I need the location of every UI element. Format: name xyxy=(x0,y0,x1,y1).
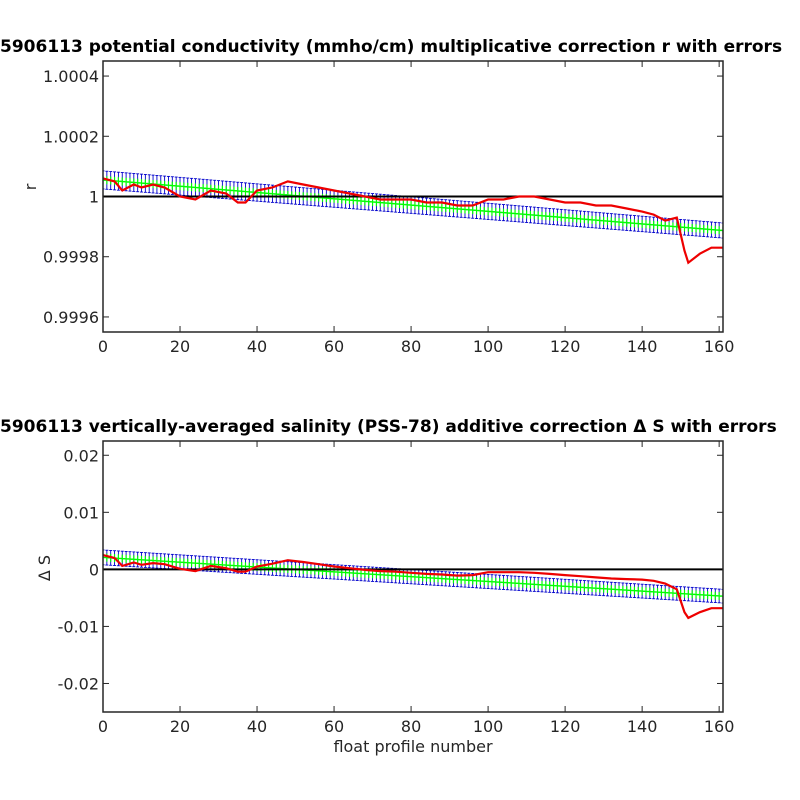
x-tick-label-bottom: 100 xyxy=(473,717,504,736)
plot-area-bottom: 0 20 40 60 80 100 120 140 160 -0.02 -0.01 0 0.01 0.02 xyxy=(58,441,735,736)
x-tick-label-top: 160 xyxy=(704,337,735,356)
y-tick-label-top: 0.9998 xyxy=(43,248,99,267)
chart-title-top: 5906113 potential conductivity (mmho/cm)… xyxy=(0,37,782,57)
x-tick-label-bottom: 20 xyxy=(170,717,190,736)
raw-correction-line xyxy=(103,177,723,265)
x-tick-label-bottom: 60 xyxy=(324,717,344,736)
y-tick-label-bottom: 0.01 xyxy=(63,503,99,522)
x-tick-label-top: 20 xyxy=(170,337,190,356)
y-tick-label-top: 1 xyxy=(89,188,99,207)
x-tick-label-bottom: 40 xyxy=(247,717,267,736)
raw-correction-line xyxy=(103,554,723,620)
x-tick-label-top: 40 xyxy=(247,337,267,356)
chart-title-bottom: 5906113 vertically-averaged salinity (PS… xyxy=(0,417,777,437)
x-tick-label-top: 60 xyxy=(324,337,344,356)
x-tick-label-bottom: 80 xyxy=(401,717,421,736)
y-axis-label-bottom: Δ S xyxy=(35,555,54,581)
x-tick-label-top: 100 xyxy=(473,337,504,356)
x-tick-label-top: 80 xyxy=(401,337,421,356)
x-tick-label-top: 0 xyxy=(98,337,108,356)
x-axis-label-bottom: float profile number xyxy=(333,737,493,756)
x-tick-label-bottom: 0 xyxy=(98,717,108,736)
y-tick-label-bottom: 0 xyxy=(89,560,99,579)
axes-box-top xyxy=(102,60,724,333)
x-tick-label-top: 140 xyxy=(627,337,658,356)
x-tick-label-bottom: 120 xyxy=(550,717,581,736)
y-tick-label-top: 1.0004 xyxy=(43,67,99,86)
axes-box-bottom xyxy=(102,440,724,713)
y-tick-label-bottom: -0.01 xyxy=(58,617,99,636)
y-tick-label-bottom: -0.02 xyxy=(58,674,99,693)
y-tick-label-top: 1.0002 xyxy=(43,127,99,146)
y-tick-label-top: 0.9996 xyxy=(43,308,99,327)
x-tick-label-top: 120 xyxy=(550,337,581,356)
x-tick-label-bottom: 140 xyxy=(627,717,658,736)
y-tick-label-bottom: 0.02 xyxy=(63,446,99,465)
x-tick-label-bottom: 160 xyxy=(704,717,735,736)
plot-area-top: 0 20 40 60 80 100 120 140 160 0.9996 0.9998 1 1.0002… xyxy=(43,61,734,356)
y-axis-label-top: r xyxy=(21,183,40,190)
